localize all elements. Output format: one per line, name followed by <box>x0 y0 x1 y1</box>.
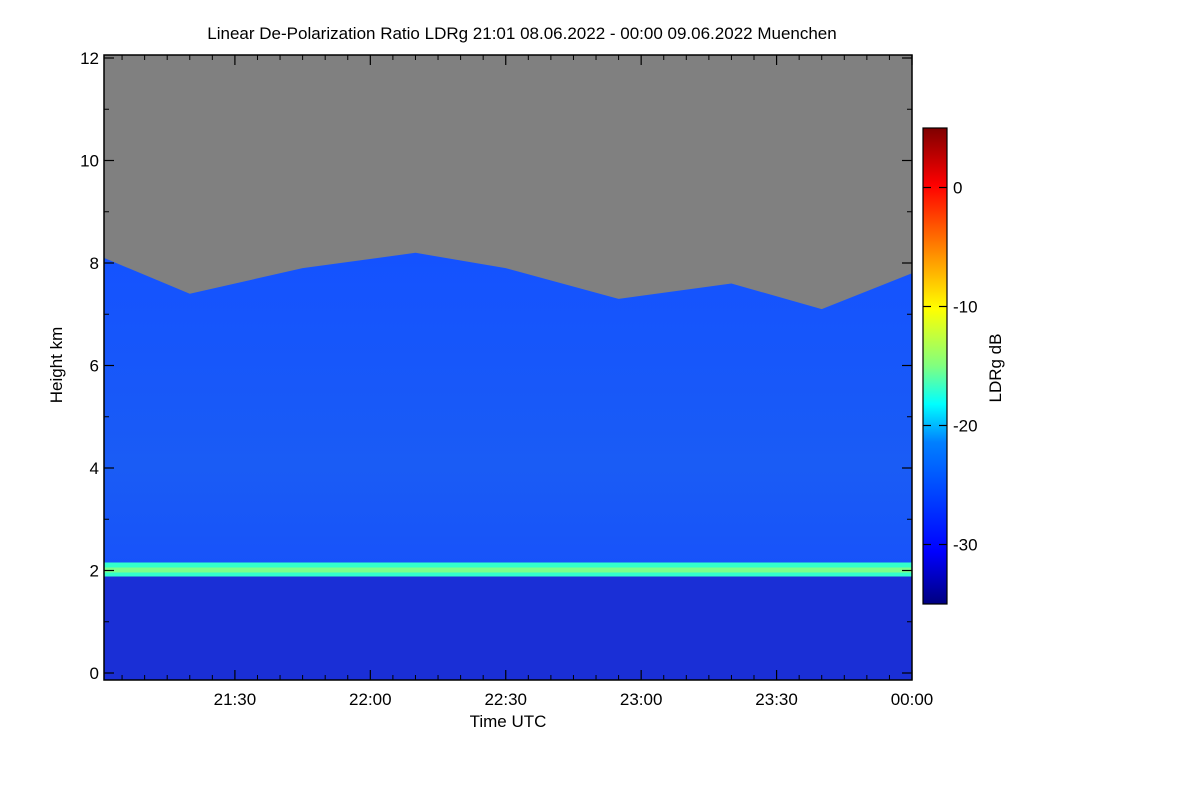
x-axis-label: Time UTC <box>470 712 547 731</box>
y-tick-label: 2 <box>90 562 99 581</box>
boundary-layer-region <box>104 575 912 680</box>
y-axis-label: Height km <box>47 327 66 404</box>
x-tick-label: 23:30 <box>755 690 798 709</box>
x-tick-label: 23:00 <box>620 690 663 709</box>
plot-area <box>104 55 912 680</box>
x-tick-label: 00:00 <box>891 690 934 709</box>
x-tick-label: 21:30 <box>214 690 257 709</box>
colorbar-tick-label: -20 <box>953 417 978 436</box>
x-tick-label: 22:30 <box>484 690 527 709</box>
colorbar-axis: 0 -10 -20 -30 <box>923 179 978 555</box>
y-axis: 0 2 4 6 8 10 12 <box>80 49 912 683</box>
plot-frame <box>103 54 913 681</box>
colorbar-tick-label: -10 <box>953 298 978 317</box>
colorbar-tick-label: 0 <box>953 179 962 198</box>
y-tick-label: 4 <box>90 459 99 478</box>
x-axis: 21:30 22:00 22:30 23:00 23:30 00:00 <box>121 55 934 709</box>
colorbar <box>922 127 948 605</box>
y-tick-label: 0 <box>90 664 99 683</box>
colorbar-tick-label: -30 <box>953 536 978 555</box>
colorbar-label: LDRg dB <box>986 334 1005 403</box>
y-tick-label: 8 <box>90 254 99 273</box>
x-tick-label: 22:00 <box>349 690 392 709</box>
aerosol-layer-core <box>104 567 912 573</box>
y-tick-label: 6 <box>90 357 99 376</box>
y-tick-label: 10 <box>80 152 99 171</box>
chart-title: Linear De-Polarization Ratio LDRg 21:01 … <box>207 24 836 43</box>
y-tick-label: 12 <box>80 49 99 68</box>
